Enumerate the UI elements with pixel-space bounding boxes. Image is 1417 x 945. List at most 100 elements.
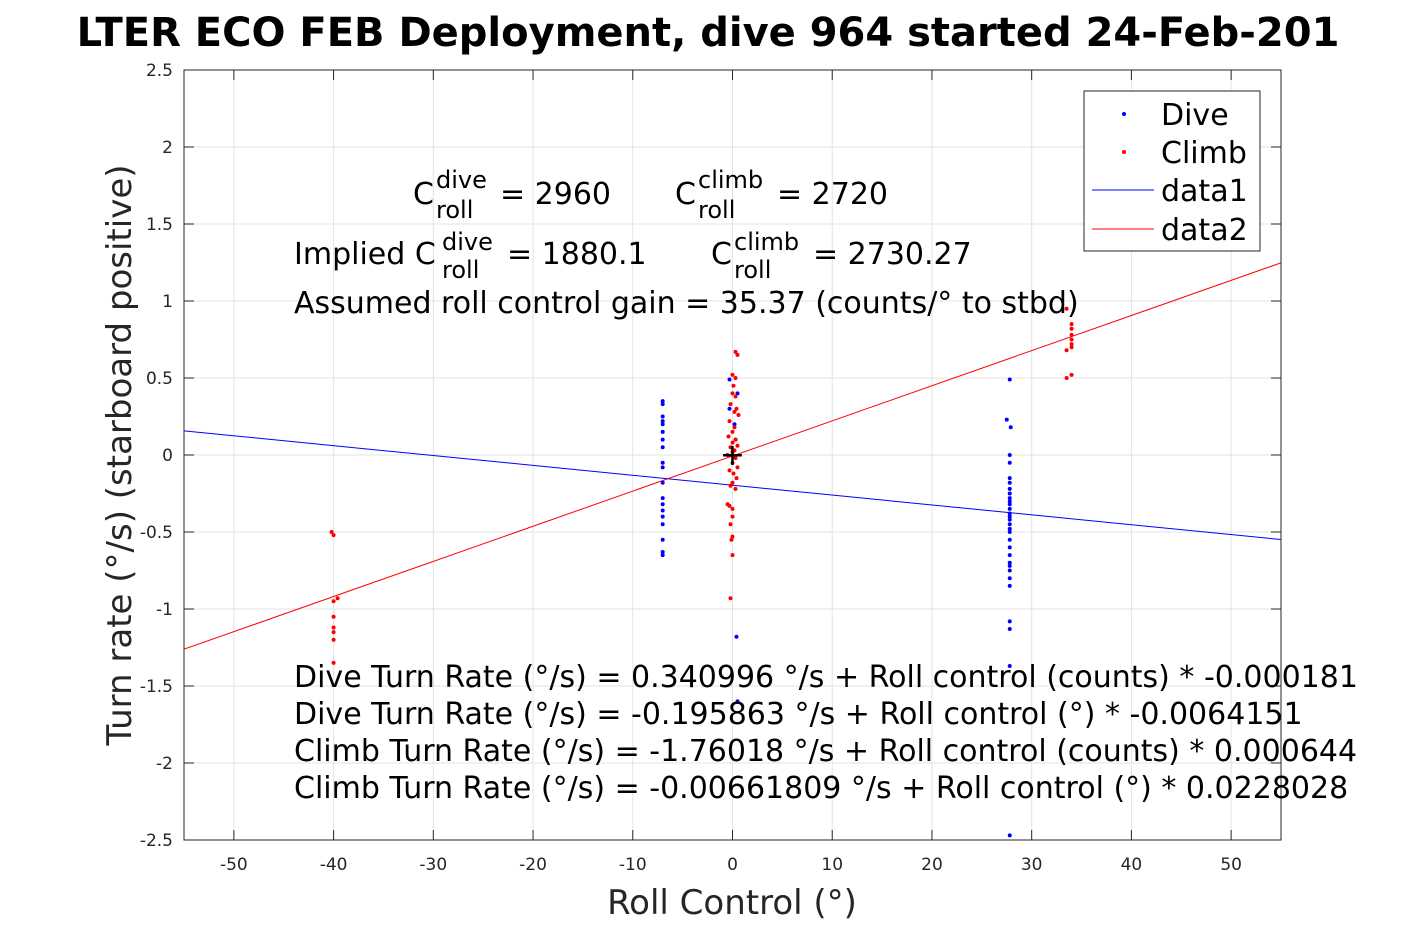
svg-text:C: C bbox=[675, 177, 696, 212]
x-tick-label: 30 bbox=[1021, 855, 1043, 875]
point-dive bbox=[1007, 833, 1012, 838]
point-climb bbox=[726, 434, 731, 439]
point-dive bbox=[660, 508, 665, 513]
x-tick-label: -20 bbox=[519, 855, 547, 875]
svg-text:C: C bbox=[413, 177, 434, 212]
y-tick-label: -1.5 bbox=[140, 677, 173, 697]
point-climb bbox=[1069, 322, 1074, 327]
point-climb bbox=[1069, 332, 1074, 337]
x-tick-label: -10 bbox=[619, 855, 647, 875]
point-dive bbox=[660, 514, 665, 519]
fit-line-data2 bbox=[184, 262, 1281, 650]
point-dive bbox=[1007, 619, 1012, 624]
point-climb bbox=[1069, 342, 1074, 347]
point-climb bbox=[728, 483, 733, 488]
point-climb bbox=[727, 503, 732, 508]
point-dive bbox=[1007, 502, 1012, 507]
point-climb bbox=[1069, 337, 1074, 342]
x-tick-label: 50 bbox=[1220, 855, 1242, 875]
point-dive bbox=[1007, 480, 1012, 485]
point-dive bbox=[1008, 425, 1013, 430]
c-roll-dive-symbol: C bbox=[413, 177, 434, 212]
point-climb bbox=[728, 522, 733, 527]
point-climb bbox=[730, 553, 735, 558]
x-tick-label: 10 bbox=[821, 855, 843, 875]
point-climb bbox=[730, 534, 735, 539]
chart-title: LTER ECO FEB Deployment, dive 964 starte… bbox=[77, 10, 1340, 56]
x-tick-label: -50 bbox=[220, 855, 248, 875]
equation-climb-degrees: Climb Turn Rate (°/s) = -0.00661809 °/s … bbox=[294, 771, 1348, 806]
point-climb bbox=[329, 530, 334, 534]
equation-dive-degrees: Dive Turn Rate (°/s) = -0.195863 °/s + R… bbox=[294, 697, 1303, 732]
point-climb bbox=[725, 453, 730, 457]
y-tick-label: 1.5 bbox=[146, 215, 173, 235]
x-axis-label: Roll Control (°) bbox=[607, 883, 857, 923]
axis-ticks: -50 -40 -30 -20 -10 0 10 20 30 40 50-2.5-2-1.5-1-0… bbox=[140, 61, 1281, 875]
point-dive bbox=[1007, 377, 1012, 382]
origin-plus-marker: + bbox=[720, 438, 745, 473]
y-axis-label: Turn rate (°/s) (starboard positive) bbox=[100, 164, 140, 746]
point-climb bbox=[331, 614, 336, 619]
gain-annotation: Assumed roll control gain = 35.37 (count… bbox=[294, 286, 1079, 321]
y-tick-label: 0.5 bbox=[146, 369, 173, 389]
y-tick-label: 2.5 bbox=[146, 61, 173, 81]
point-dive bbox=[660, 419, 665, 424]
point-climb bbox=[731, 471, 736, 476]
x-tick-label: -40 bbox=[320, 855, 348, 875]
point-dive bbox=[1007, 576, 1012, 581]
c-roll-dive-value: = 2960 bbox=[500, 177, 611, 212]
point-climb bbox=[732, 425, 737, 430]
c-roll-dive-sup: dive bbox=[436, 166, 487, 194]
point-dive bbox=[734, 634, 739, 639]
point-dive bbox=[1007, 545, 1012, 550]
implied-climb-value: = 2730.27 bbox=[813, 237, 972, 272]
legend: Dive Climb data1 data2 bbox=[1083, 90, 1261, 252]
point-climb bbox=[1064, 348, 1069, 353]
legend-dive-label: Dive bbox=[1161, 98, 1229, 133]
implied-prefix: Implied bbox=[294, 237, 415, 272]
point-climb bbox=[730, 460, 735, 465]
point-dive bbox=[660, 445, 665, 450]
point-climb bbox=[730, 506, 735, 511]
point-dive bbox=[660, 502, 665, 507]
point-climb bbox=[331, 637, 336, 642]
point-climb bbox=[331, 599, 336, 604]
point-dive bbox=[660, 537, 665, 542]
y-tick-label: -2 bbox=[156, 754, 173, 774]
legend-box bbox=[1083, 90, 1261, 252]
point-climb bbox=[730, 449, 735, 454]
point-dive bbox=[660, 553, 665, 558]
point-dive bbox=[660, 496, 665, 501]
point-dive bbox=[1007, 511, 1012, 516]
point-climb bbox=[730, 429, 735, 434]
point-dive bbox=[1007, 476, 1012, 481]
point-climb bbox=[731, 383, 736, 388]
equation-dive-counts: Dive Turn Rate (°/s) = 0.340996 °/s + Ro… bbox=[294, 660, 1358, 695]
point-climb bbox=[727, 468, 732, 473]
c-roll-annotation: C dive roll = 2960 C climb roll = 2720 bbox=[413, 166, 888, 224]
point-dive bbox=[660, 429, 665, 434]
point-dive bbox=[735, 391, 740, 396]
point-climb bbox=[734, 406, 739, 411]
y-tick-label: -2.5 bbox=[140, 831, 173, 851]
x-tick-label: 0 bbox=[727, 855, 738, 875]
point-dive bbox=[1007, 563, 1012, 568]
point-dive bbox=[1007, 460, 1012, 465]
point-dive bbox=[1007, 560, 1012, 565]
point-dive bbox=[1007, 517, 1012, 522]
point-dive bbox=[1007, 526, 1012, 531]
equation-annotations: Dive Turn Rate (°/s) = 0.340996 °/s + Ro… bbox=[294, 660, 1358, 806]
y-tick-label: -1 bbox=[156, 600, 173, 620]
c-roll-climb-sup: climb bbox=[698, 166, 763, 194]
point-dive bbox=[1007, 499, 1012, 504]
legend-climb-marker bbox=[1122, 150, 1126, 154]
point-climb bbox=[1069, 372, 1074, 377]
point-climb bbox=[331, 533, 336, 538]
legend-dive-marker bbox=[1122, 112, 1126, 116]
svg-text:Implied C: Implied C bbox=[294, 237, 436, 272]
point-climb bbox=[1069, 345, 1074, 350]
point-climb bbox=[1064, 306, 1069, 311]
implied-climb-sup: climb bbox=[734, 228, 799, 256]
point-dive bbox=[1007, 553, 1012, 558]
point-dive bbox=[732, 422, 737, 427]
